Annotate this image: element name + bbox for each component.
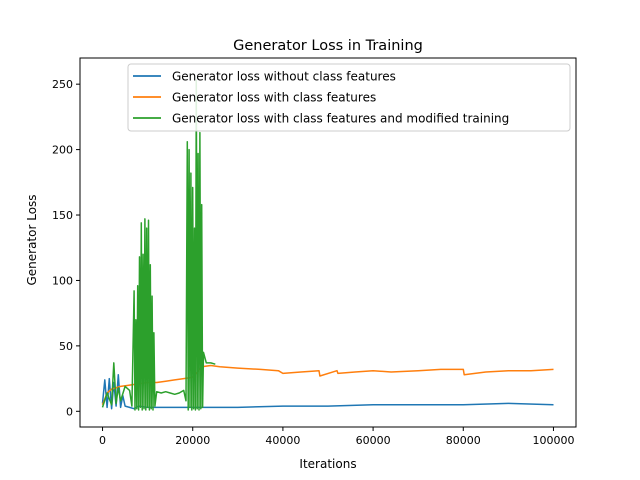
x-axis-label: Iterations (299, 457, 356, 471)
series-line-2 (101, 364, 554, 406)
series-line-3 (101, 79, 216, 411)
x-tick-label: 100000 (532, 434, 574, 447)
x-tick-label: 80000 (446, 434, 481, 447)
chart-title: Generator Loss in Training (233, 38, 423, 54)
x-tick-label: 20000 (175, 434, 210, 447)
legend-label-3: Generator loss with class features and m… (172, 112, 509, 126)
y-tick-label: 100 (52, 274, 73, 287)
axes-layer: 0 20000 40000 60000 80000 100000 0 50 100 150 200 2… (52, 57, 577, 447)
y-tick-label: 0 (66, 405, 73, 418)
legend: Generator loss without class features Gen… (127, 63, 571, 132)
y-tick-label: 200 (52, 144, 73, 157)
y-tick-label: 250 (52, 78, 73, 91)
x-tick-label: 60000 (356, 434, 391, 447)
y-axis-label: Generator Loss (25, 194, 39, 285)
legend-label-1: Generator loss without class features (172, 70, 396, 84)
x-tick-label: 40000 (265, 434, 300, 447)
y-tick-label: 50 (59, 340, 73, 353)
series-layer (101, 79, 554, 411)
x-tick-label: 0 (99, 434, 106, 447)
legend-label-2: Generator loss with class features (172, 91, 376, 105)
y-tick-label: 150 (52, 209, 73, 222)
legend-box (127, 63, 571, 132)
plot-frame (79, 57, 577, 428)
